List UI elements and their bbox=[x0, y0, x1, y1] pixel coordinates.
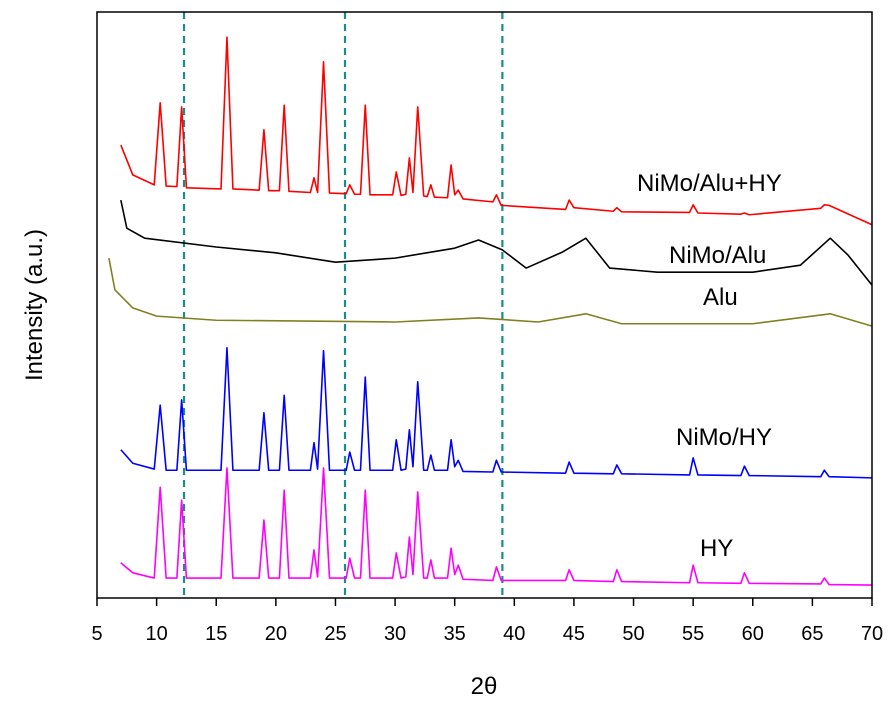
y-axis-label: Intensity (a.u.) bbox=[21, 229, 48, 381]
x-tick-label: 25 bbox=[324, 623, 346, 645]
plot-frame bbox=[96, 11, 873, 599]
x-axis-label: 2θ bbox=[471, 673, 498, 700]
x-tick-label: 50 bbox=[622, 623, 644, 645]
series-label: NiMo/HY bbox=[676, 424, 772, 451]
x-tick-label: 10 bbox=[145, 623, 167, 645]
series-label: HY bbox=[700, 535, 733, 562]
series-line bbox=[120, 346, 873, 479]
x-tick-label: 30 bbox=[384, 623, 406, 645]
x-tick-label: 60 bbox=[742, 623, 764, 645]
x-tick-label: 45 bbox=[563, 623, 585, 645]
series-line bbox=[120, 36, 873, 226]
series-label: NiMo/Alu bbox=[669, 242, 766, 269]
x-tick-label: 65 bbox=[801, 623, 823, 645]
x-tick-label: 15 bbox=[205, 623, 227, 645]
x-tick-label: 5 bbox=[91, 623, 102, 645]
series-label: NiMo/Alu+HY bbox=[637, 170, 782, 197]
series-label: Alu bbox=[703, 284, 738, 311]
x-tick-label: 40 bbox=[503, 623, 525, 645]
x-tick-label: 20 bbox=[265, 623, 287, 645]
series-line bbox=[120, 467, 873, 586]
series-line bbox=[120, 199, 873, 286]
series-line bbox=[108, 257, 873, 327]
x-tick-label: 55 bbox=[682, 623, 704, 645]
x-tick-label: 35 bbox=[444, 623, 466, 645]
x-tick-label: 70 bbox=[861, 623, 883, 645]
